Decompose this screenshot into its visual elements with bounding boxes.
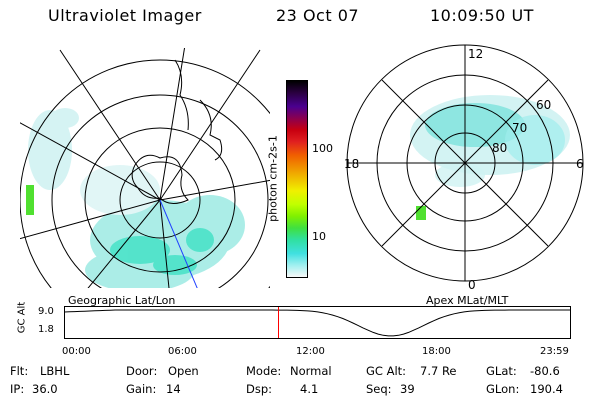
mlt-label-bottom: 0 — [468, 278, 476, 292]
colorbar-unit-label: photon cm-2s-1 — [266, 135, 280, 222]
glon-value: 190.4 — [530, 382, 563, 396]
glon-label: GLon: — [486, 382, 520, 396]
timeline-ytick-bottom: 1.8 — [38, 324, 54, 335]
timeline-ylabel: GC Alt — [16, 301, 28, 334]
mode-label: Mode: — [246, 364, 282, 378]
door-label: Door: — [126, 364, 158, 378]
mlt-label-top: 12 — [468, 47, 483, 61]
lat-label-60: 60 — [536, 98, 551, 112]
flt-label: Flt: — [10, 364, 29, 378]
orbit-altitude-curve — [64, 309, 571, 337]
lat-label-80: 80 — [492, 141, 507, 155]
lat-label-70: 70 — [512, 121, 527, 135]
seq-label: Seq: — [366, 382, 392, 396]
timeline-ytick-top: 9.0 — [38, 306, 54, 317]
colorbar-tick-10: 10 — [312, 230, 326, 243]
flt-value: LBHL — [40, 364, 70, 378]
orbit-timeline — [64, 306, 571, 339]
xtick-2359: 23:59 — [540, 346, 569, 357]
uv-emission-left — [28, 108, 245, 288]
geographic-caption: Geographic Lat/Lon — [68, 294, 176, 307]
gcalt-value: 7.7 Re — [420, 364, 457, 378]
observation-date: 23 Oct 07 — [276, 6, 360, 25]
apex-polar-plot: 12 0 18 6 60 70 80 — [344, 44, 584, 292]
gain-value: 14 — [166, 382, 181, 396]
gain-label: Gain: — [126, 382, 157, 396]
ip-value: 36.0 — [32, 382, 58, 396]
instrument-title: Ultraviolet Imager — [48, 6, 202, 25]
mlt-label-right: 6 — [576, 157, 584, 171]
mode-value: Normal — [290, 364, 332, 378]
colorbar-tick-100: 100 — [312, 142, 333, 155]
seq-value: 39 — [400, 382, 415, 396]
xtick-0000: 00:00 — [62, 346, 91, 357]
glat-value: -80.6 — [530, 364, 560, 378]
uv-emission-right — [410, 95, 570, 220]
xtick-0600: 06:00 — [168, 346, 197, 357]
geographic-map — [20, 48, 270, 288]
gcalt-label: GC Alt: — [366, 364, 407, 378]
glat-label: GLat: — [486, 364, 517, 378]
bright-spot-right — [416, 206, 426, 220]
apex-caption: Apex MLat/MLT — [426, 294, 509, 307]
dsp-value: 4.1 — [300, 382, 319, 396]
colorbar — [286, 80, 308, 278]
mlt-label-left: 18 — [344, 157, 359, 171]
bright-spot-left — [26, 185, 34, 215]
observation-time: 10:09:50 UT — [430, 6, 534, 25]
xtick-1200: 12:00 — [296, 346, 325, 357]
xtick-1800: 18:00 — [422, 346, 451, 357]
ip-label: IP: — [10, 382, 25, 396]
door-value: Open — [168, 364, 199, 378]
dsp-label: Dsp: — [246, 382, 273, 396]
